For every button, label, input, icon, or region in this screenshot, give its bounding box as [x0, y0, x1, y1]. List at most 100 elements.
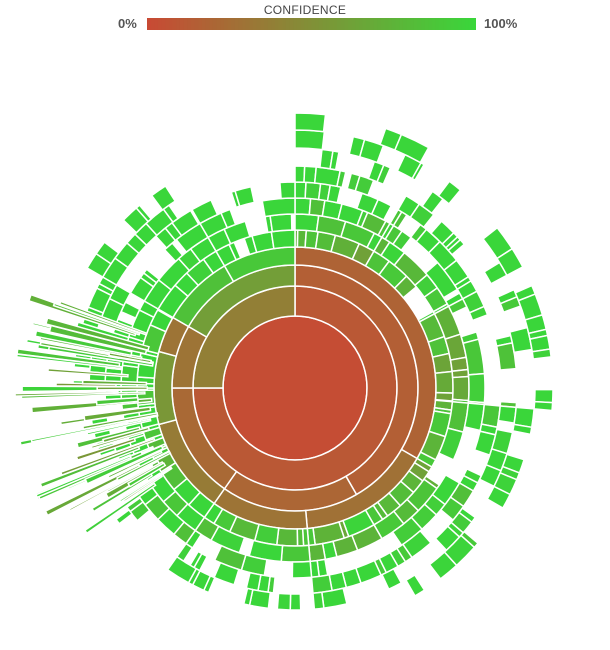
- legend-gradient-cell: [432, 18, 437, 30]
- sunburst-segment: [447, 238, 466, 256]
- sunburst-segment: [166, 555, 198, 584]
- sunburst-segment: [336, 169, 347, 189]
- sunburst-segment: [358, 138, 385, 164]
- legend-gradient-cell: [333, 18, 338, 30]
- sunburst-segment: [354, 174, 375, 197]
- sunburst-segment: [376, 164, 392, 186]
- sunburst-segment: [190, 198, 219, 225]
- legend-gradient-cell: [157, 18, 163, 30]
- sunburst-segment: [326, 184, 342, 204]
- sunburst-segment: [497, 405, 517, 424]
- sunburst-segment: [428, 551, 458, 580]
- sunburst-segment: [142, 268, 161, 284]
- sunburst-segment: [127, 461, 167, 488]
- sunburst-segment: [213, 561, 240, 586]
- legend-title: CONFIDENCE: [263, 3, 347, 17]
- legend-gradient-cell: [402, 18, 408, 30]
- legend-gradient-cell: [242, 18, 247, 30]
- sunburst-segment: [234, 185, 256, 208]
- legend-gradient-cell: [176, 18, 181, 30]
- sunburst-segment: [294, 112, 327, 133]
- sunburst-segment: [34, 329, 133, 357]
- legend-gradient-cell: [293, 18, 298, 30]
- sunburst-segment: [90, 430, 144, 450]
- sunburst-segment: [381, 567, 403, 591]
- legend-gradient-cell: [461, 18, 466, 30]
- legend-gradient-cell: [428, 18, 433, 30]
- legend-gradient-cell: [391, 18, 397, 30]
- legend-gradient-cell: [446, 18, 452, 30]
- legend-gradient-cell: [253, 18, 258, 30]
- legend-gradient-cell: [234, 18, 239, 30]
- legend-gradient-cell: [161, 18, 166, 30]
- legend-gradient-cell: [198, 18, 203, 30]
- legend-gradient-cell: [362, 18, 367, 30]
- sunburst-segment: [496, 247, 524, 277]
- sunburst-segment: [251, 230, 275, 254]
- sunburst-segment: [52, 302, 141, 336]
- sunburst-segment: [312, 591, 325, 610]
- sunburst-segment: [75, 437, 137, 461]
- sunburst-segment: [275, 527, 299, 547]
- sunburst-segment: [511, 423, 533, 436]
- legend-gradient-cell: [318, 18, 324, 30]
- legend-gradient-cell: [454, 18, 459, 30]
- legend-gradient-cell: [190, 18, 196, 30]
- sunburst-segment: [533, 388, 554, 404]
- legend-gradient-cell: [417, 18, 422, 30]
- sunburst-segment: [329, 150, 340, 171]
- sunburst-segment: [30, 414, 159, 443]
- legend-gradient-cell: [223, 18, 229, 30]
- legend-gradient-cell: [329, 18, 335, 30]
- legend-gradient-cell: [355, 18, 360, 30]
- legend-gradient-cell: [300, 18, 305, 30]
- legend-gradient-cell: [172, 18, 177, 30]
- sunburst-segment: [404, 573, 426, 597]
- sunburst-segment: [84, 444, 164, 485]
- legend-gradient-cell: [212, 18, 218, 30]
- sunburst-segment: [115, 508, 134, 525]
- sunburst-segment: [307, 542, 327, 563]
- sunburst-segment: [118, 466, 173, 503]
- legend-gradient-cell: [413, 18, 419, 30]
- legend-gradient-cell: [307, 18, 313, 30]
- sunburst-segment: [14, 390, 119, 397]
- sunburst-segment: [220, 208, 237, 229]
- legend-gradient-cell: [179, 18, 185, 30]
- sunburst-segment: [279, 181, 296, 200]
- legend-gradient-cell: [150, 18, 155, 30]
- sunburst-segment: [451, 375, 470, 402]
- sunburst-segment: [313, 166, 342, 188]
- legend-gradient-cell: [220, 18, 225, 30]
- sunburst-segment: [59, 437, 156, 477]
- sunburst-segment: [280, 544, 311, 563]
- sunburst-segment: [533, 400, 554, 412]
- sunburst-segment: [480, 403, 502, 429]
- legend-gradient-cell: [421, 18, 426, 30]
- legend-gradient-cell: [468, 18, 473, 30]
- sunburst-segment: [468, 305, 489, 322]
- sunburst-segment: [58, 300, 148, 336]
- legend-gradient-cell: [457, 18, 462, 30]
- sunburst-segment: [68, 463, 154, 512]
- sunburst-segment: [96, 385, 149, 391]
- sunburst-segment: [135, 204, 153, 223]
- legend-gradient-cell: [194, 18, 199, 30]
- legend-gradient-cell: [245, 18, 250, 30]
- sunburst-segment: [35, 454, 132, 499]
- legend-gradient-cell: [274, 18, 280, 30]
- legend-gradient-cell: [311, 18, 316, 30]
- legend-gradient-cell: [183, 18, 188, 30]
- legend-gradient-cell: [450, 18, 455, 30]
- legend-gradient-cell: [348, 18, 353, 30]
- sunburst-segment: [47, 367, 129, 378]
- legend-gradient-bar: [147, 18, 476, 30]
- legend-gradient-cell: [344, 18, 349, 30]
- legend-gradient-cell: [249, 18, 254, 30]
- legend-gradient-cell: [465, 18, 470, 30]
- sunburst-segment: [294, 165, 306, 183]
- sunburst-segment: [370, 198, 393, 222]
- legend-gradient-cell: [439, 18, 444, 30]
- legend-gradient-cell: [304, 18, 309, 30]
- legend-gradient-cell: [388, 18, 393, 30]
